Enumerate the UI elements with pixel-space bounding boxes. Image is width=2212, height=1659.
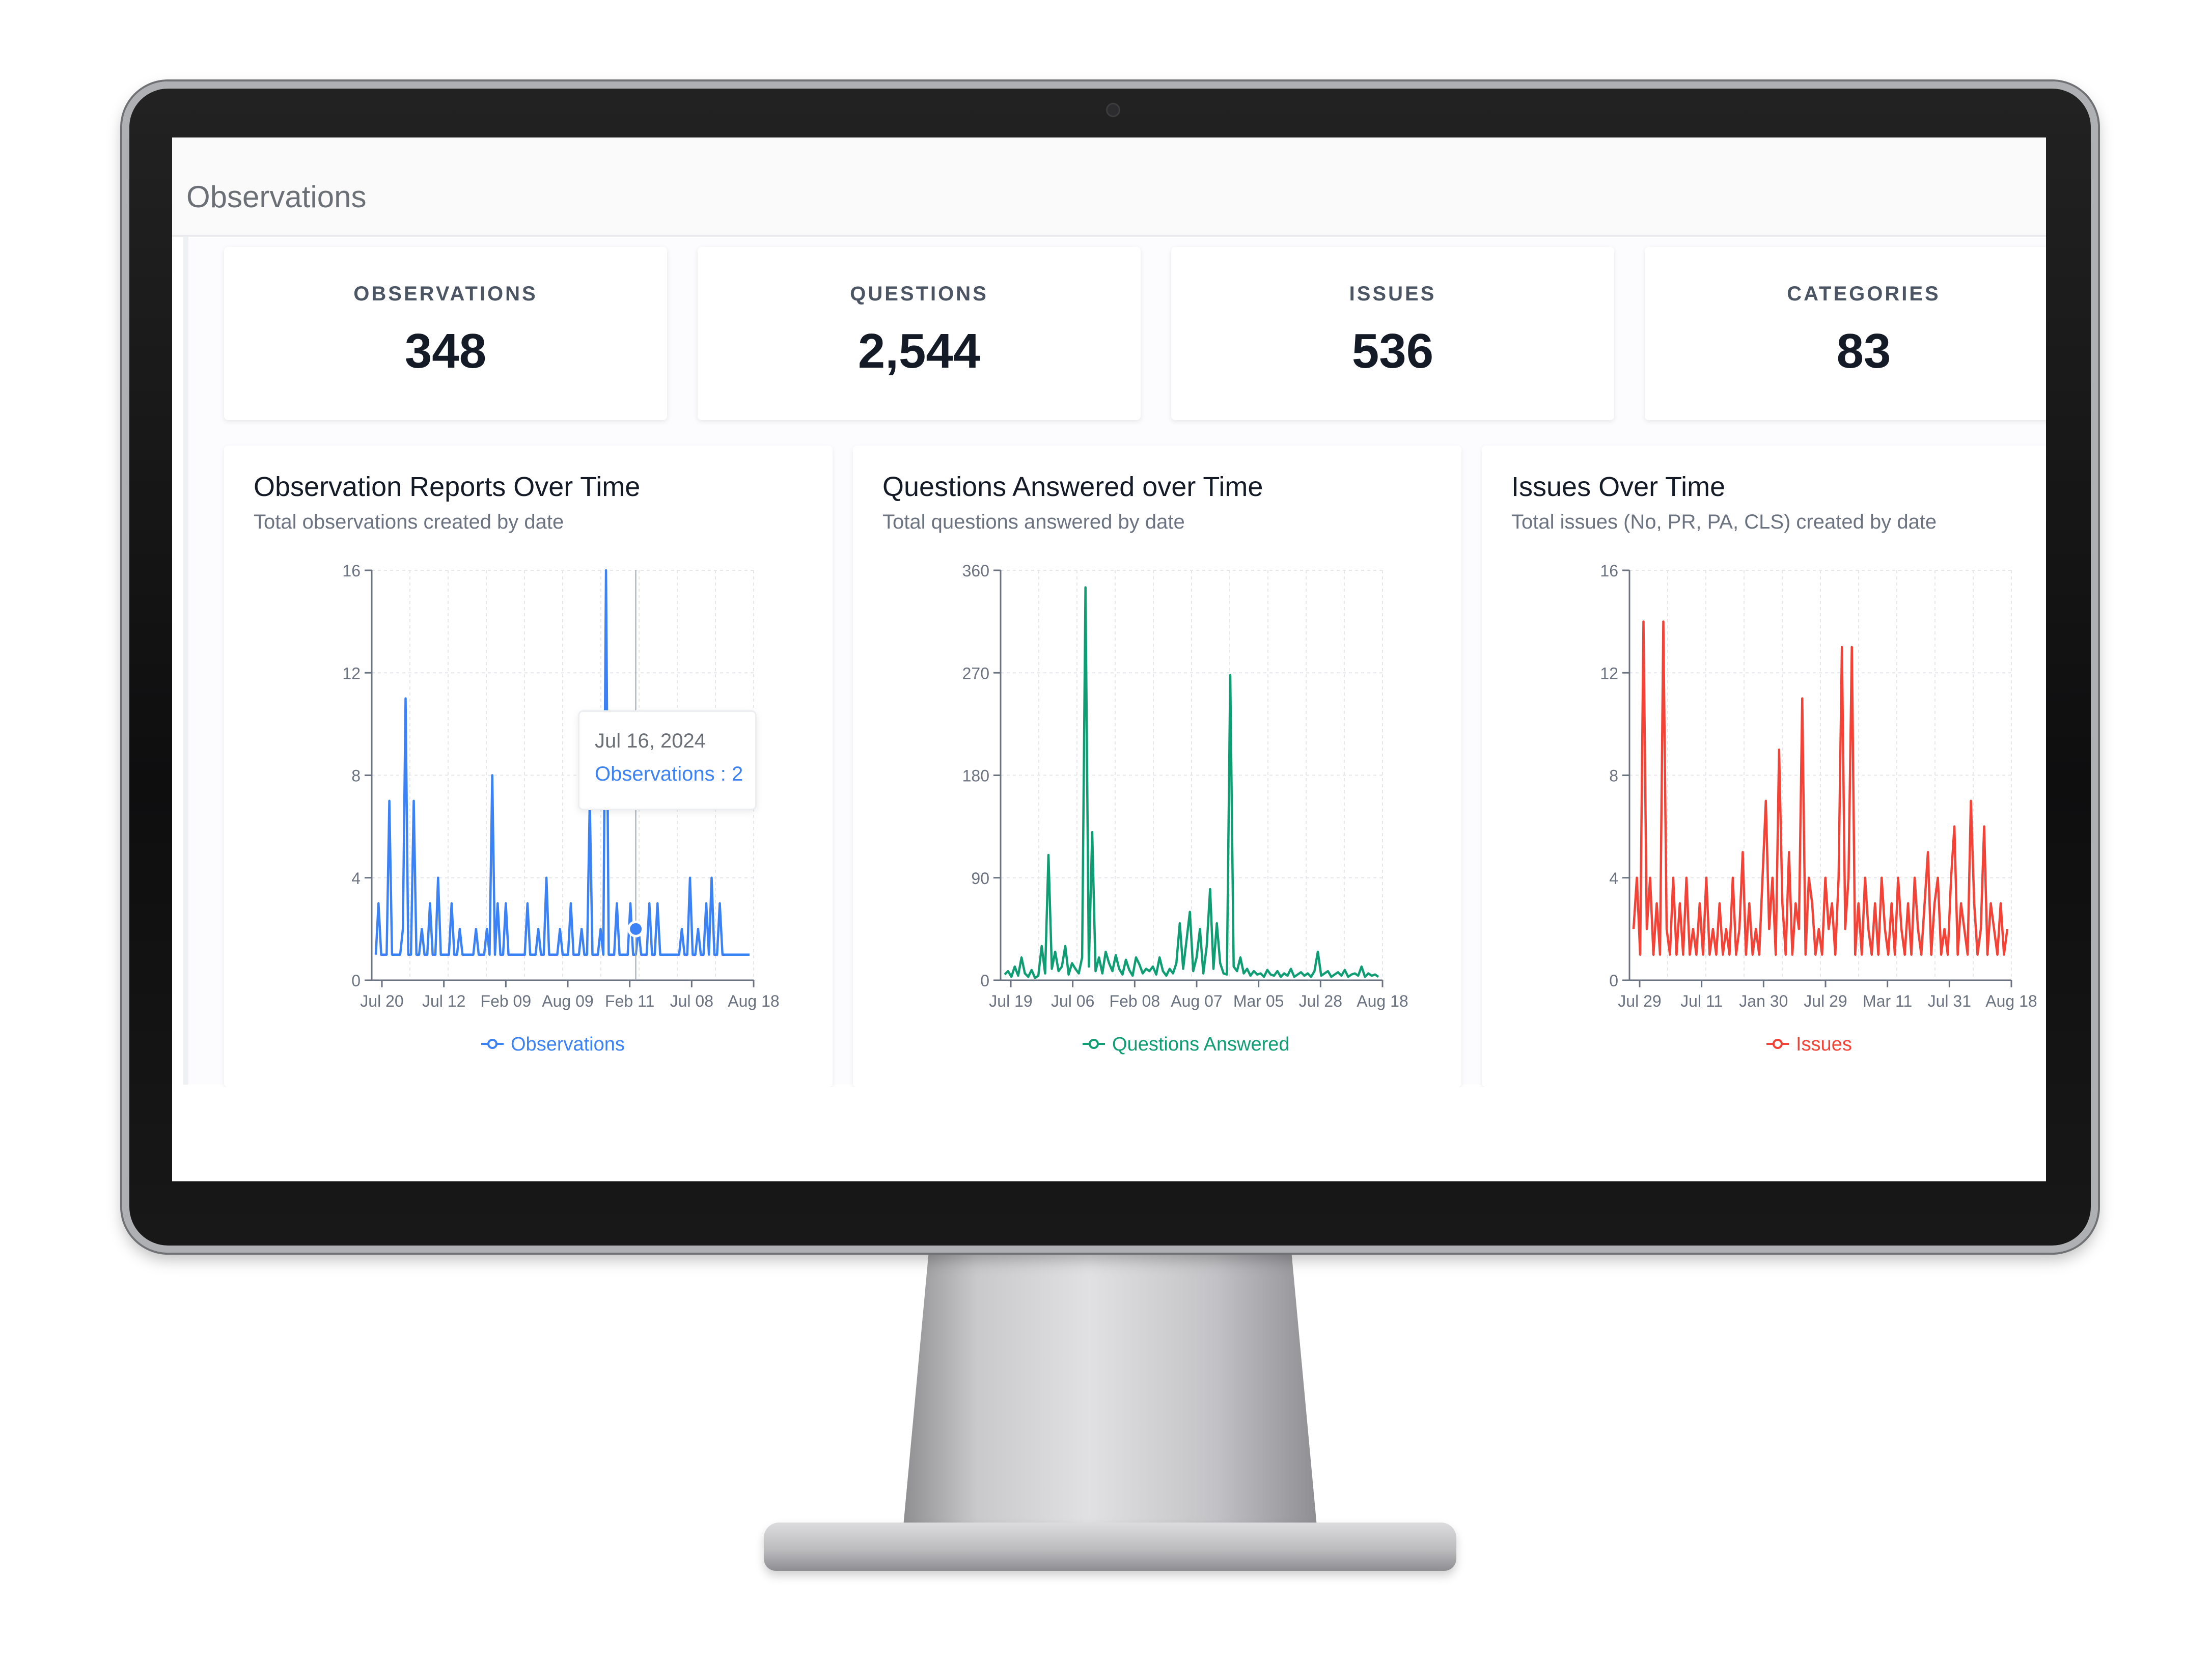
stat-value: 2,544 <box>858 324 981 378</box>
x-tick-label: Aug 09 <box>542 992 593 1010</box>
y-tick-label: 270 <box>962 664 989 682</box>
x-tick-label: Aug 18 <box>1357 992 1408 1010</box>
series-line[interactable] <box>1632 620 2009 956</box>
y-tick-label: 360 <box>962 562 989 580</box>
x-tick-label: Jul 11 <box>1680 992 1723 1010</box>
tooltip-value: Observations : 2 <box>595 763 743 785</box>
chart-title: Questions Answered over Time <box>882 472 1263 502</box>
tooltip-date: Jul 16, 2024 <box>595 730 706 752</box>
stat-card-issues[interactable]: ISSUES 536 <box>1171 247 1614 420</box>
legend-marker <box>1089 1039 1099 1049</box>
y-tick-label: 8 <box>351 767 361 785</box>
stat-value: 83 <box>1836 324 1891 378</box>
stat-label: QUESTIONS <box>850 283 988 305</box>
questions-line-chart[interactable]: 0 90 180 270 360 Jul 19 Jul 06 Feb 08 Aug 07 Mar … <box>853 446 1461 1087</box>
issues-line-chart[interactable]: 0 4 8 12 16 Jul 29 Jul 11 Jan 30 Jul 29 Mar 11 Jul… <box>1482 446 2046 1087</box>
series-line[interactable] <box>374 569 750 956</box>
y-tick-label: 0 <box>980 972 989 990</box>
x-tick-label: Jul 29 <box>1804 992 1847 1010</box>
observations-line-chart[interactable]: 0 4 8 12 16 Jul 20 Jul 12 Feb 09 Aug 09 Feb 11 Jul… <box>224 446 833 1087</box>
legend-marker <box>1773 1039 1783 1049</box>
x-tick-label: Jul 19 <box>989 992 1032 1010</box>
x-tick-label: Jul 12 <box>422 992 465 1010</box>
stat-card-observations[interactable]: OBSERVATIONS 348 <box>224 247 667 420</box>
x-tick-label: Aug 07 <box>1171 992 1222 1010</box>
chart-subtitle: Total issues (No, PR, PA, CLS) created b… <box>1511 511 1937 533</box>
x-tick-label: Jul 08 <box>670 992 713 1010</box>
footer-area <box>172 1087 2046 1181</box>
y-tick-label: 0 <box>1609 972 1618 990</box>
dashboard-content: OBSERVATIONS 348 QUESTIONS 2,544 ISSUES … <box>183 237 2046 1087</box>
stat-label: OBSERVATIONS <box>353 283 538 305</box>
series-line[interactable] <box>1004 586 1379 979</box>
y-tick-label: 90 <box>971 869 989 888</box>
stat-card-categories[interactable]: CATEGORIES 83 <box>1645 247 2046 420</box>
monitor-screen: Observations OBSERVATIONS 348 QUESTIONS … <box>172 137 2046 1181</box>
stat-label: ISSUES <box>1349 283 1436 305</box>
hover-point[interactable] <box>627 920 645 937</box>
legend-marker <box>487 1039 497 1049</box>
y-tick-label: 16 <box>342 562 361 580</box>
chart-card-issues: Issues Over Time Total issues (No, PR, P… <box>1482 446 2046 1087</box>
y-tick-label: 16 <box>1600 562 1618 580</box>
y-tick-label: 12 <box>1600 664 1618 682</box>
legend-label[interactable]: Questions Answered <box>1112 1034 1290 1055</box>
x-tick-label: Jul 29 <box>1618 992 1661 1010</box>
x-tick-label: Aug 18 <box>1985 992 2037 1010</box>
y-tick-label: 0 <box>351 972 361 990</box>
x-tick-label: Feb 09 <box>481 992 532 1010</box>
y-tick-label: 180 <box>962 767 989 785</box>
legend-label[interactable]: Observations <box>511 1034 625 1055</box>
page-header: Observations <box>172 137 2046 237</box>
chart-card-observations: Observation Reports Over Time Total obse… <box>224 446 833 1087</box>
stat-label: CATEGORIES <box>1787 283 1941 305</box>
x-tick-label: Feb 11 <box>605 992 654 1010</box>
stat-value: 348 <box>404 324 487 378</box>
webcam-icon <box>1106 103 1120 117</box>
monitor-stand-base <box>764 1523 1456 1571</box>
x-tick-label: Mar 11 <box>1863 992 1912 1010</box>
chart-card-questions: Questions Answered over Time Total quest… <box>853 446 1461 1087</box>
chart-tooltip: Jul 16, 2024 Observations : 2 <box>578 710 757 810</box>
y-tick-label: 4 <box>351 869 361 888</box>
page-title: Observations <box>186 180 367 214</box>
x-tick-label: Jul 06 <box>1051 992 1094 1010</box>
chart-title: Issues Over Time <box>1511 472 1726 502</box>
x-tick-label: Mar 05 <box>1233 992 1284 1010</box>
x-tick-label: Aug 18 <box>728 992 779 1010</box>
chart-subtitle: Total observations created by date <box>254 511 564 533</box>
y-tick-label: 12 <box>342 664 361 682</box>
chart-title: Observation Reports Over Time <box>254 472 641 502</box>
legend-label[interactable]: Issues <box>1796 1034 1852 1055</box>
x-tick-label: Feb 08 <box>1110 992 1160 1010</box>
stat-value: 536 <box>1351 324 1434 378</box>
x-tick-label: Jul 20 <box>360 992 403 1010</box>
chart-subtitle: Total questions answered by date <box>882 511 1185 533</box>
x-tick-label: Jul 28 <box>1299 992 1342 1010</box>
y-tick-label: 4 <box>1609 869 1618 888</box>
stat-card-questions[interactable]: QUESTIONS 2,544 <box>698 247 1141 420</box>
x-tick-label: Jul 31 <box>1928 992 1971 1010</box>
y-tick-label: 8 <box>1609 767 1618 785</box>
x-tick-label: Jan 30 <box>1739 992 1788 1010</box>
monitor-stand-neck <box>901 1232 1319 1548</box>
